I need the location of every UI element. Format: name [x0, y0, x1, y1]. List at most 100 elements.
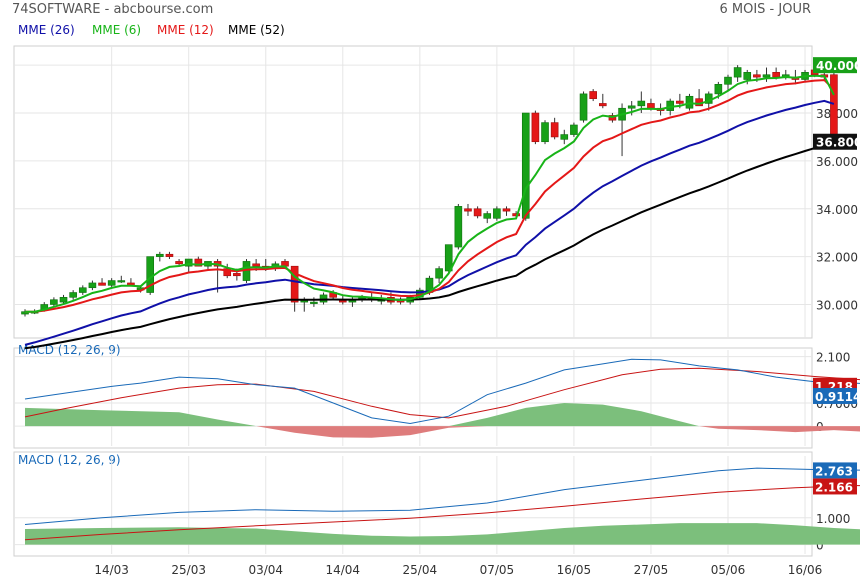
candle-up	[743, 72, 752, 80]
price-last-label: 40.000	[816, 59, 860, 73]
macd-line	[24, 467, 860, 525]
x-tick-label: 03/04	[248, 563, 283, 577]
candle-up	[454, 206, 463, 248]
macd-signal-line	[24, 367, 860, 419]
candle-up	[724, 76, 732, 85]
price-last-label-box	[813, 57, 857, 74]
macd-last-label-box	[813, 387, 857, 404]
macd-last-label: 2.763	[815, 464, 853, 478]
candle-down	[473, 208, 482, 217]
candle-up	[78, 287, 87, 293]
candle-up	[637, 100, 646, 107]
price-tick-label: 30.000	[816, 298, 858, 312]
candle-up	[714, 83, 723, 95]
candle-up	[310, 301, 318, 304]
candle-up	[627, 105, 636, 109]
macd-label-1: MACD (12, 26, 9)	[18, 343, 121, 357]
candle-up	[483, 213, 492, 219]
candle-up	[50, 299, 58, 305]
candle-down	[233, 273, 241, 277]
macd-histogram-positive	[25, 523, 860, 545]
x-tick-label: 16/06	[788, 563, 823, 577]
macd-panel-frame-1	[13, 347, 813, 449]
candle-down	[550, 122, 559, 138]
x-tick-label: 14/04	[325, 563, 360, 577]
x-tick-label: 07/05	[480, 563, 515, 577]
candle-up	[117, 280, 126, 283]
price-legend: MME (26) MME (6) MME (12) MME (52)	[18, 23, 285, 37]
candle-down	[165, 253, 174, 257]
macd-line	[24, 358, 860, 425]
candle-up	[541, 122, 549, 143]
legend-mme52: MME (52)	[228, 23, 285, 37]
macd-histogram-positive	[25, 403, 860, 427]
x-tick-label: 16/05	[557, 563, 592, 577]
x-tick-label: 25/03	[171, 563, 206, 577]
candle-up	[107, 280, 116, 286]
chart-period: 6 MOIS - JOUR	[719, 2, 811, 17]
price-tick-label: 32.000	[816, 251, 858, 265]
mme6-line	[25, 74, 835, 313]
candle-down	[175, 261, 183, 265]
macd-histogram-negative	[25, 426, 860, 438]
x-tick-label: 14/03	[94, 563, 129, 577]
candle-down	[647, 103, 655, 109]
legend-mme12: MME (12)	[157, 23, 214, 37]
mme52-line	[24, 144, 834, 350]
x-tick-label: 27/05	[634, 563, 669, 577]
legend-mme6: MME (6)	[92, 23, 141, 37]
price-panel-frame	[13, 45, 813, 339]
macd-signal-line	[24, 484, 860, 541]
candle-down	[502, 208, 511, 212]
candle-up	[570, 124, 578, 135]
candle-up	[88, 282, 97, 289]
candle-down	[531, 112, 540, 143]
macd-tick-label: 1.000	[816, 512, 850, 526]
price-tick-label: 34.000	[816, 203, 858, 217]
x-tick-label: 25/04	[403, 563, 438, 577]
mme12-line	[25, 79, 835, 313]
x-tick-label: 05/06	[711, 563, 746, 577]
candle-up	[435, 268, 443, 279]
candle-down	[464, 208, 472, 212]
candle-down	[830, 74, 838, 143]
candle-up	[319, 294, 328, 303]
candle-up	[184, 258, 193, 267]
candle-up	[493, 208, 501, 219]
x-axis: 14/03 25/03 03/04 14/04 25/04 07/05 16/05 27/05…	[94, 563, 822, 577]
price-tick-label: 36.000	[816, 155, 858, 169]
macd-last-label: 0.9114	[815, 390, 860, 404]
candle-down	[753, 74, 761, 78]
macd-panel-frame-2	[13, 451, 813, 557]
candle-up	[560, 134, 569, 140]
candle-down	[676, 100, 684, 104]
candle-up	[762, 74, 771, 78]
candle-up	[156, 253, 164, 257]
candle-up	[733, 67, 742, 78]
price-last-label-box	[813, 133, 857, 150]
macd-last-label-box	[813, 462, 857, 479]
macd-panel-2: 1.000 0 2.763 2.166	[14, 456, 860, 554]
candle-down	[290, 265, 299, 303]
candle-down	[598, 103, 607, 107]
macd-last-label-box	[813, 478, 857, 495]
candle-down	[252, 263, 260, 267]
candle-up	[59, 297, 68, 303]
legend-mme26: MME (26)	[18, 23, 75, 37]
macd-tick-label: 0	[816, 539, 824, 553]
candle-down	[772, 72, 780, 78]
candle-down	[98, 282, 106, 286]
candle-up	[444, 244, 453, 272]
candle-down	[589, 91, 597, 99]
macd-tick-label: 2.100	[816, 351, 850, 365]
macd-label-2: MACD (12, 26, 9)	[18, 453, 121, 467]
candle-down	[194, 258, 203, 267]
chart-source: 74SOFTWARE - abcbourse.com	[12, 2, 213, 17]
price-last-label: 36.800	[816, 136, 860, 150]
candle-up	[521, 112, 530, 219]
candle-up	[69, 292, 77, 298]
mme26-line	[24, 99, 835, 346]
price-panel: 40.00038.00036.00034.00032.00030.00040.0…	[14, 46, 860, 350]
